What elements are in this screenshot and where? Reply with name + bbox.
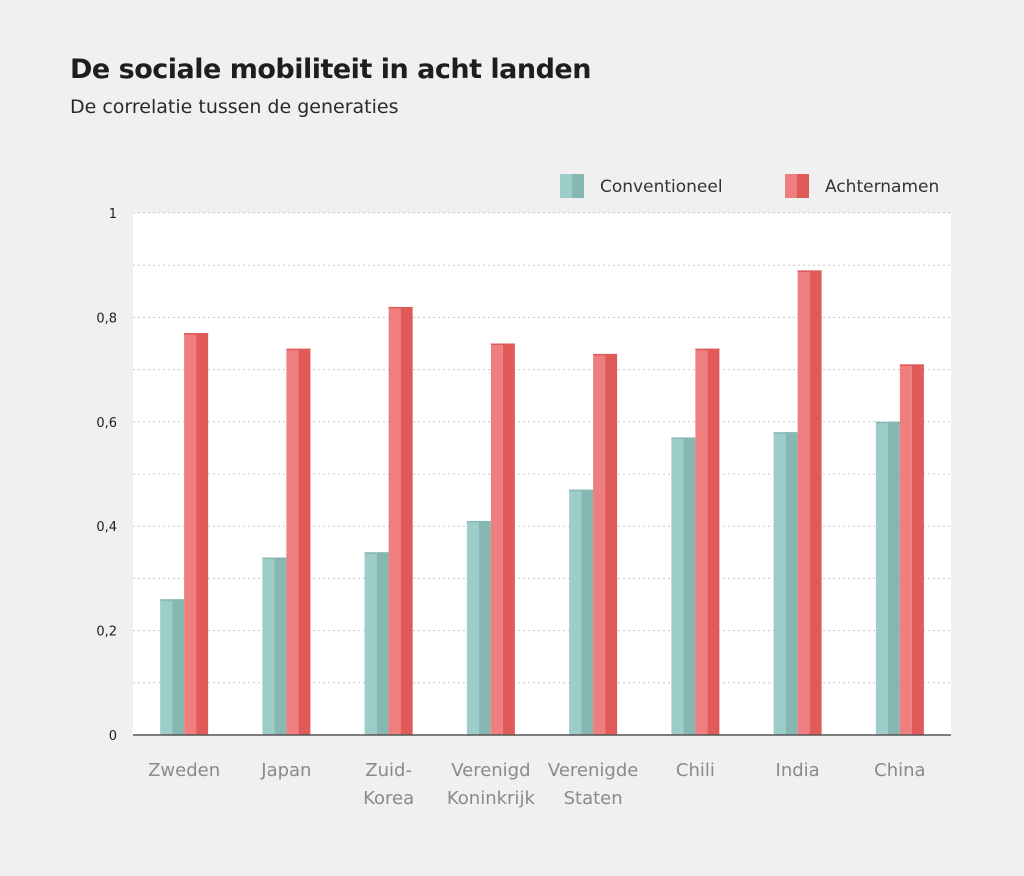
y-tick-label: 0,8 [96,311,117,326]
bar-face [262,557,275,735]
bar-face [160,599,173,735]
bar-face-shade [581,489,594,735]
legend-label: Achternamen [825,177,939,197]
legend: Conventioneel Achternamen [560,174,939,198]
x-category-label: China [874,760,925,781]
chart-subtitle: De correlatie tussen de generaties [70,96,399,118]
bar-achternamen [797,270,822,735]
bar-face [569,489,582,735]
x-category-label: Verenigd [451,760,530,781]
bar-face-shade [376,552,389,735]
x-category-label: Staten [564,788,623,809]
bar-achternamen [695,348,720,735]
bar-conventioneel [364,552,389,735]
y-tick-label: 0 [109,729,117,744]
x-category-label: Japan [260,760,311,781]
bar-top-edge [364,552,389,554]
bar-face-shade [172,599,185,735]
bar-face [184,333,197,735]
x-category-label: Verenigde [548,760,638,781]
legend-swatch [560,174,572,198]
bar-face-shade [605,353,618,735]
bar-face [773,432,786,735]
y-axis-ticks: 0 0,2 0,4 0,6 0,8 1 [96,207,117,744]
bar-achternamen [899,364,924,735]
bar-face [388,306,401,735]
bar-top-edge [262,557,287,560]
x-category-label: Chili [676,760,715,781]
bar-conventioneel [875,421,900,735]
bar-top-edge [593,353,618,356]
bar-top-edge [695,348,720,351]
bar-face [593,353,606,735]
y-tick-label: 0,4 [96,520,117,535]
x-axis-labels: Zweden Japan Zuid- Korea Verenigd Koninkrijk V… [148,760,925,809]
bar-face-shade [196,333,209,735]
bar-face [286,348,299,735]
bar-top-edge [569,489,594,492]
chart-title: De sociale mobiliteit in acht landen [70,54,591,85]
legend-swatch [785,174,797,198]
bar-face-shade [683,437,696,735]
bar-face [671,437,684,735]
bar-face [875,421,888,735]
bar-conventioneel [160,599,185,735]
bars [160,270,924,735]
bar-face-shade [809,270,822,735]
bar-top-edge [160,599,185,601]
bar-conventioneel [262,557,287,735]
bar-achternamen [286,348,311,735]
bar-face-shade [400,306,413,735]
x-category-label: Zweden [148,760,220,781]
bar-top-edge [388,306,413,309]
bar-achternamen [388,306,413,735]
bar-face [899,364,912,735]
bar-face-shade [887,421,900,735]
x-category-label: Korea [363,788,414,809]
bar-face-shade [785,432,798,735]
bar-conventioneel [569,489,594,735]
bar-top-edge [875,421,900,424]
bar-top-edge [671,437,696,439]
bar-top-edge [184,333,209,335]
bar-top-edge [466,520,491,523]
bar-face-shade [274,557,287,735]
legend-swatch-shade [797,174,809,198]
bar-face-shade [707,348,720,735]
y-tick-label: 0,2 [96,625,117,640]
bar-top-edge [773,432,798,434]
bar-face-shade [502,343,515,735]
bar-conventioneel [671,437,696,735]
bar-face-shade [911,364,924,735]
bar-conventioneel [466,520,491,735]
bar-top-edge [797,270,822,272]
x-category-label: Zuid- [365,760,412,781]
bar-face-shade [478,520,491,735]
bar-achternamen [184,333,209,735]
bar-face-shade [298,348,311,735]
y-tick-label: 0,6 [96,416,117,431]
bar-achternamen [593,353,618,735]
legend-swatch-shade [572,174,584,198]
bar-face [797,270,810,735]
bar-face [466,520,479,735]
y-tick-label: 1 [109,207,117,222]
bar-achternamen [490,343,515,735]
bar-conventioneel [773,432,798,735]
bar-top-edge [899,364,924,366]
legend-item-conventioneel: Conventioneel [560,174,723,198]
x-category-label: Koninkrijk [447,788,536,809]
bar-face [490,343,503,735]
x-category-label: India [776,760,820,781]
legend-label: Conventioneel [600,177,723,197]
bar-top-edge [286,348,311,351]
legend-item-achternamen: Achternamen [785,174,939,198]
bar-face [695,348,708,735]
bar-top-edge [490,343,515,345]
bar-face [364,552,377,735]
